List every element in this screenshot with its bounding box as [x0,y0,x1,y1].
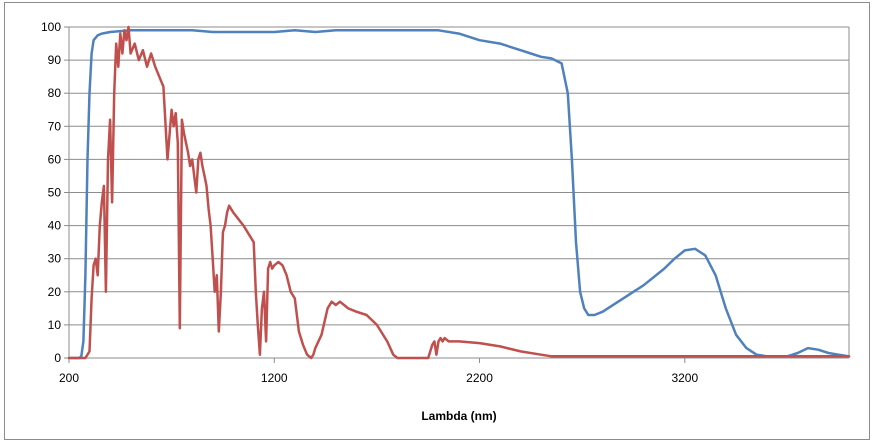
y-tick-label: 80 [48,86,62,100]
y-tick-label: 60 [48,152,62,166]
x-tick-label: 2200 [466,371,493,385]
y-tick-label: 70 [48,119,62,133]
grid-layer [69,26,849,326]
y-tick-label: 100 [41,20,61,34]
axis-layer [64,26,850,363]
x-tick-label: 200 [59,371,79,385]
x-axis-title: Lambda (nm) [421,409,496,423]
series-line-1 [67,29,851,360]
chart-frame [4,2,870,440]
y-tick-label: 30 [48,252,62,266]
series-line-2 [67,25,851,360]
x-tick-label: 1200 [261,371,288,385]
y-tick-label: 10 [48,318,62,332]
x-tick-label: 3200 [671,371,698,385]
y-tick-label: 20 [48,285,62,299]
series-layer [67,25,851,360]
y-tick-label: 40 [48,219,62,233]
y-tick-label: 0 [54,351,61,365]
label-layer: 0 10 20 30 40 50 60 70 80 90 100 200 1200 2200 3200 [41,20,698,385]
y-tick-label: 50 [48,186,62,200]
y-tick-label: 90 [48,53,62,67]
